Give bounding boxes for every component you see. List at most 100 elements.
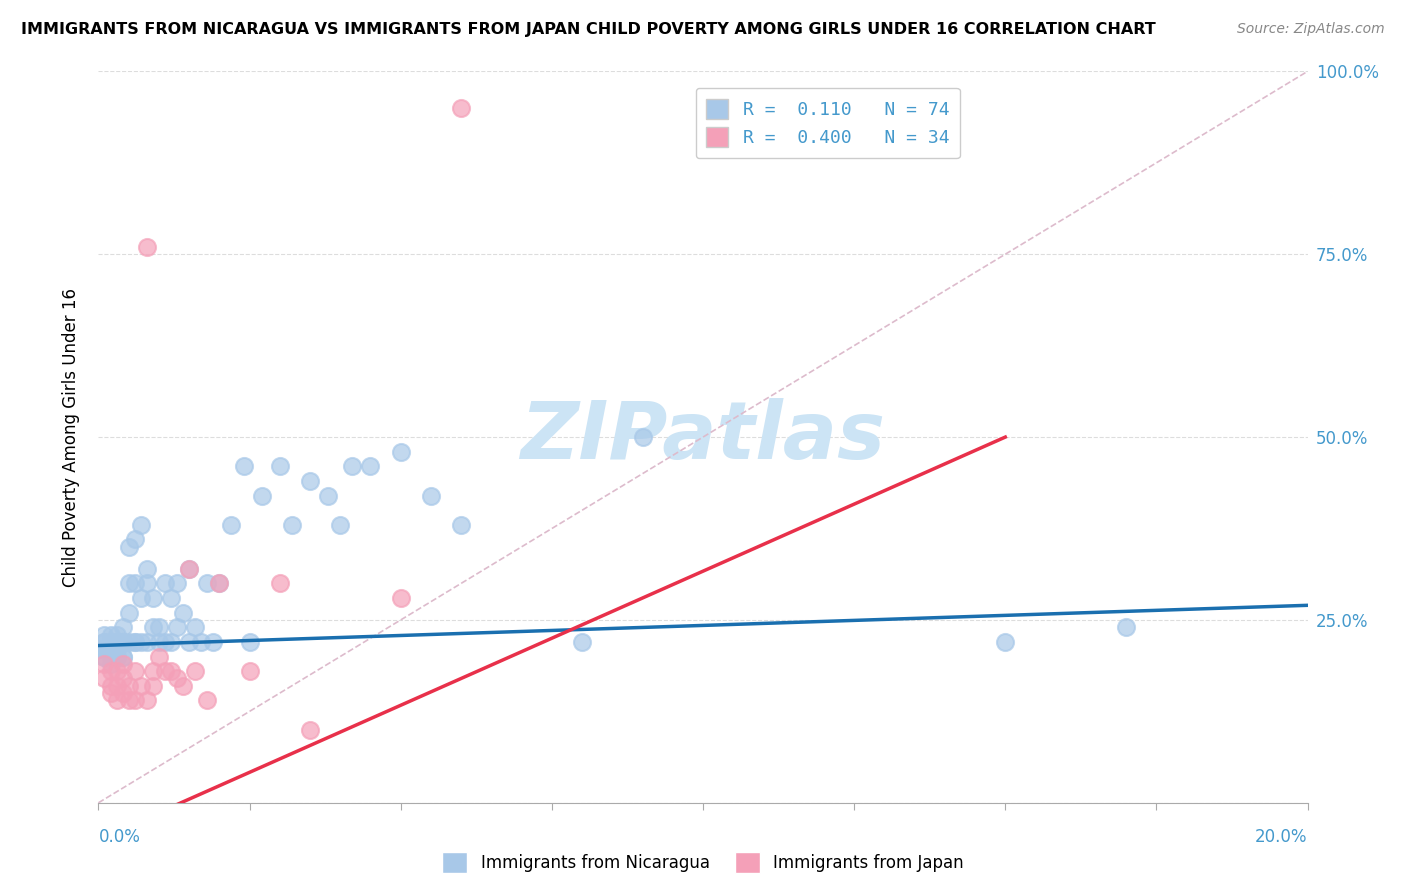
Point xyxy=(179,635,201,649)
Point xyxy=(100,627,122,641)
Point xyxy=(148,620,170,634)
Text: IMMIGRANTS FROM NICARAGUA VS IMMIGRANTS FROM JAPAN CHILD POVERTY AMONG GIRLS UND: IMMIGRANTS FROM NICARAGUA VS IMMIGRANTS … xyxy=(21,22,1156,37)
Point xyxy=(118,693,141,707)
Point xyxy=(100,679,122,693)
Point xyxy=(111,686,134,700)
Point xyxy=(142,591,165,605)
Point xyxy=(105,635,128,649)
Point xyxy=(129,591,152,605)
Point xyxy=(124,533,146,547)
Point xyxy=(100,649,122,664)
Point xyxy=(239,635,262,649)
Point xyxy=(111,635,134,649)
Text: Source: ZipAtlas.com: Source: ZipAtlas.com xyxy=(1237,22,1385,37)
Point xyxy=(250,489,273,503)
Point xyxy=(93,649,115,664)
Point xyxy=(202,635,225,649)
Point xyxy=(105,664,128,678)
Point xyxy=(118,576,141,591)
Point xyxy=(93,627,115,641)
Point xyxy=(142,664,165,678)
Point xyxy=(160,664,183,678)
Point xyxy=(105,642,128,657)
Point xyxy=(179,562,201,576)
Legend: Immigrants from Nicaragua, Immigrants from Japan: Immigrants from Nicaragua, Immigrants fr… xyxy=(436,846,970,880)
Point xyxy=(111,672,134,686)
Point xyxy=(190,635,212,649)
Point xyxy=(124,664,146,678)
Point xyxy=(360,459,382,474)
Point xyxy=(172,679,194,693)
Point xyxy=(105,649,128,664)
Point xyxy=(135,562,157,576)
Point xyxy=(111,657,134,671)
Point xyxy=(153,576,176,591)
Point xyxy=(105,693,128,707)
Point xyxy=(631,430,654,444)
Point xyxy=(111,649,134,664)
Point xyxy=(299,723,322,737)
Point xyxy=(118,540,141,554)
Point xyxy=(111,635,134,649)
Point xyxy=(105,642,128,657)
Point xyxy=(129,635,152,649)
Point xyxy=(232,459,254,474)
Point xyxy=(124,635,146,649)
Point xyxy=(389,591,412,605)
Point xyxy=(100,664,122,678)
Point xyxy=(179,562,201,576)
Text: 0.0%: 0.0% xyxy=(98,829,141,847)
Point xyxy=(142,620,165,634)
Point xyxy=(166,620,188,634)
Point xyxy=(239,664,262,678)
Point xyxy=(105,635,128,649)
Point xyxy=(1115,620,1137,634)
Point xyxy=(93,642,115,657)
Point xyxy=(111,620,134,634)
Point xyxy=(281,517,304,532)
Point xyxy=(124,693,146,707)
Point xyxy=(299,474,322,488)
Point xyxy=(129,517,152,532)
Point xyxy=(100,635,122,649)
Point xyxy=(93,635,115,649)
Point xyxy=(100,657,122,671)
Point xyxy=(389,444,412,458)
Point xyxy=(142,679,165,693)
Point xyxy=(111,649,134,664)
Point xyxy=(118,679,141,693)
Point xyxy=(118,606,141,620)
Point xyxy=(93,657,115,671)
Point xyxy=(420,489,443,503)
Point xyxy=(93,672,115,686)
Point xyxy=(135,240,157,254)
Point xyxy=(269,576,291,591)
Legend: R =  0.110   N = 74, R =  0.400   N = 34: R = 0.110 N = 74, R = 0.400 N = 34 xyxy=(696,87,960,158)
Point xyxy=(135,635,157,649)
Point xyxy=(269,459,291,474)
Y-axis label: Child Poverty Among Girls Under 16: Child Poverty Among Girls Under 16 xyxy=(62,287,80,587)
Point xyxy=(184,664,207,678)
Point xyxy=(153,664,176,678)
Text: ZIPatlas: ZIPatlas xyxy=(520,398,886,476)
Point xyxy=(148,635,170,649)
Point xyxy=(93,635,115,649)
Point xyxy=(135,576,157,591)
Point xyxy=(160,591,183,605)
Point xyxy=(571,635,593,649)
Text: 20.0%: 20.0% xyxy=(1256,829,1308,847)
Point xyxy=(994,635,1017,649)
Point xyxy=(129,679,152,693)
Point xyxy=(160,635,183,649)
Point xyxy=(90,642,112,657)
Point xyxy=(166,576,188,591)
Point xyxy=(316,489,339,503)
Point xyxy=(93,649,115,664)
Point xyxy=(105,679,128,693)
Point xyxy=(450,517,472,532)
Point xyxy=(342,459,364,474)
Point xyxy=(195,693,218,707)
Point xyxy=(100,686,122,700)
Point xyxy=(195,576,218,591)
Point xyxy=(208,576,231,591)
